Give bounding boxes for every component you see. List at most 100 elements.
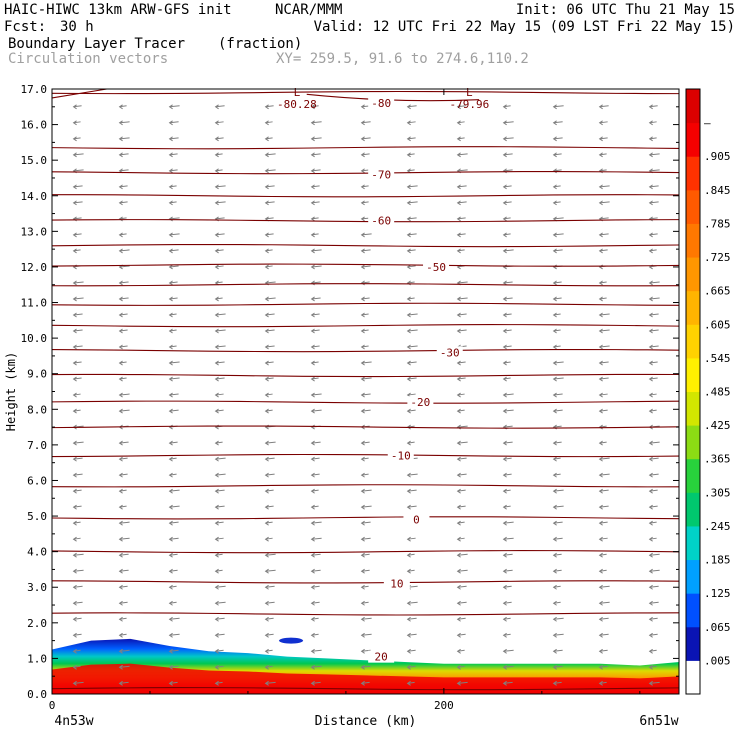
wind-vector [456,504,466,510]
wind-vector [168,296,178,302]
wind-vector [118,632,127,638]
wind-vector [118,600,128,606]
isotherm-line [51,283,680,287]
wind-vector [456,360,466,366]
pbl-tracer-blob [279,637,304,644]
x-tick-label: 200 [434,699,454,712]
wind-vector [360,376,372,382]
wind-vector [168,344,177,350]
wind-vector [72,680,84,686]
colorbar-segment [686,223,700,258]
wind-vector [118,120,130,126]
wind-vector [406,472,418,478]
vectors-label: Circulation vectors [8,51,169,67]
wind-vector [360,552,370,558]
wind-vector [310,184,320,190]
wind-vector [168,440,178,446]
wind-vector [648,280,660,286]
wind-vector [214,392,224,398]
y-tick-label: 4.0 [27,546,47,559]
contour-label: -10 [391,450,411,463]
wind-vector [168,264,179,270]
plot-background [52,89,679,694]
wind-vector [598,568,607,574]
valid-time: Valid: 12 UTC Fri 22 May 15 (09 LST Fri … [313,19,735,35]
colorbar-label: .065 [704,621,731,634]
wind-vector [264,360,274,366]
colorbar-label: – [704,117,711,130]
wind-vector [360,200,369,206]
wind-vector [118,360,127,366]
wind-vector [360,680,370,686]
wind-vector [72,328,83,334]
wind-vector [406,680,415,686]
wind-vector [264,568,276,574]
wind-vector [598,392,608,398]
y-tick-label: 11.0 [21,297,48,310]
wind-vector [168,632,180,638]
wind-vector [264,392,273,398]
wind-vector [214,440,223,446]
x-right-end-label: 6n51w [639,714,678,729]
wind-vector [72,104,82,110]
wind-vector [360,632,372,638]
wind-vector [360,616,372,622]
wind-vector [502,648,514,654]
wind-vector [118,296,129,302]
wind-vector [118,408,130,414]
isotherm-line [51,88,107,99]
wind-vector [456,152,468,158]
wind-vector [310,584,320,590]
wind-vector [456,648,465,654]
wind-vector [360,648,371,654]
wind-vector [598,136,608,142]
contour-label: -80 [371,97,391,110]
colorbar-label: .905 [704,150,731,163]
wind-vector [502,344,512,350]
wind-vector [552,312,561,318]
wind-vector [168,488,180,494]
isotherm-line [51,219,680,223]
wind-vector [214,120,224,126]
wind-vector [310,200,320,206]
wind-vector [310,648,322,654]
wind-vector [168,552,178,558]
y-tick-label: 16.0 [21,119,48,132]
wind-vector [264,536,273,542]
wind-vector [598,488,609,494]
wind-vector [264,504,274,510]
isotherm-line [51,484,680,488]
wind-vector [118,488,127,494]
wind-vector [456,232,466,238]
wind-vector [72,568,84,574]
wind-vector [360,600,369,606]
wind-vector [214,472,226,478]
wind-vector [310,504,319,510]
wind-vector [310,312,320,318]
wind-vector [552,200,561,206]
wind-vector [360,232,372,238]
wind-vector [310,264,322,270]
wind-vector [552,184,561,190]
wind-vector [72,120,81,126]
wind-vector [456,632,466,638]
contour-label: 0 [413,514,420,527]
contour-label-bg [368,97,395,110]
wind-vector [118,568,129,574]
wind-vector [118,648,130,654]
wind-vector [360,184,369,190]
wind-vector [502,456,512,462]
wind-vector [648,296,660,302]
wind-vector [264,600,275,606]
wind-vector [598,664,608,670]
wind-vector [72,312,83,318]
wind-vector [648,312,659,318]
wind-vector [360,520,371,526]
wind-vector [72,360,82,366]
wind-vector [502,616,511,622]
wind-vector [648,504,658,510]
wind-vector [72,232,82,238]
colorbar-label: .125 [704,587,731,600]
wind-vector [214,632,225,638]
wind-vector [168,152,178,158]
